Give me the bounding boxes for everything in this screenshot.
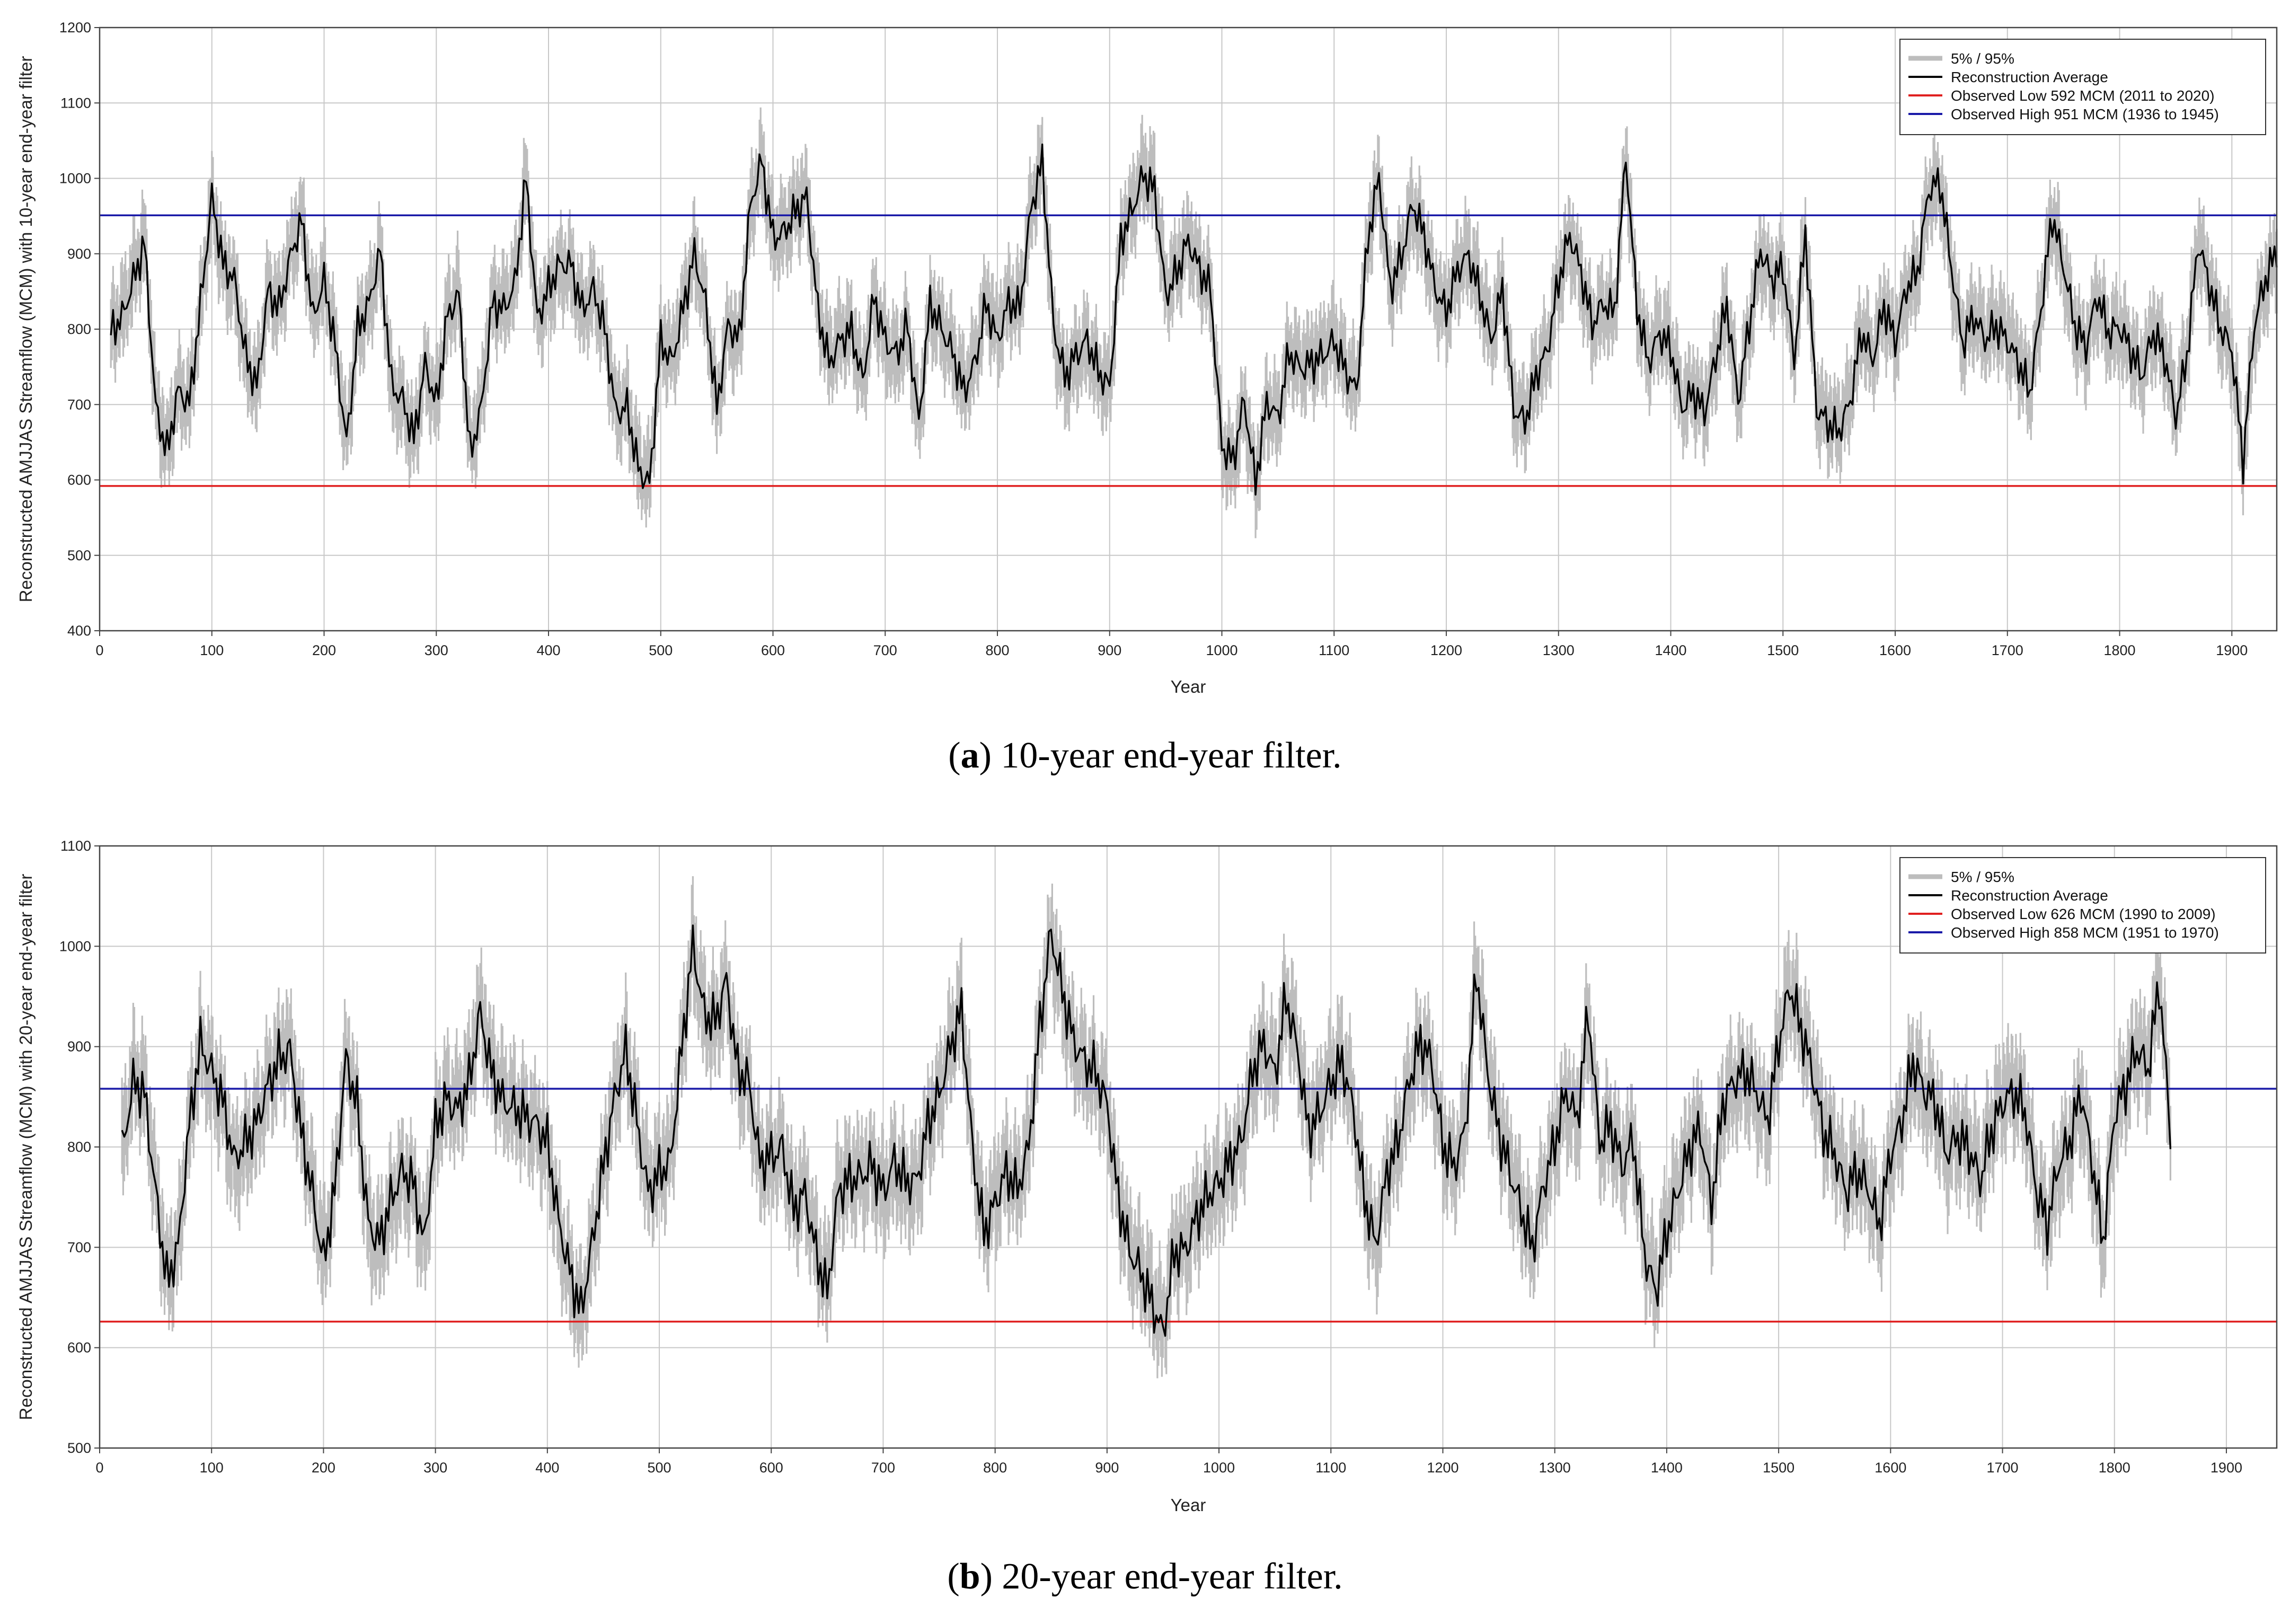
x-tick-label: 900 — [1095, 1460, 1119, 1476]
panel-b: 0 100 200 300 400 500 600 700 800 900 1000 1100 1200… — [16, 838, 2278, 1597]
x-tick-label: 200 — [312, 1460, 335, 1476]
reconstruction-average-line — [121, 924, 2172, 1337]
y-tick-label: 600 — [67, 1340, 91, 1356]
x-tick-label: 700 — [871, 1460, 895, 1476]
x-tick-label: 0 — [95, 642, 103, 658]
x-tick-label: 1900 — [2216, 642, 2248, 658]
panel-a-legend: 5% / 95% Reconstruction Average Observed L… — [1899, 39, 2266, 135]
y-tick-label: 700 — [67, 396, 91, 412]
legend-box — [1899, 857, 2266, 954]
panel-b-caption-label: b — [960, 1556, 980, 1597]
x-tick-label: 1500 — [1763, 1460, 1794, 1476]
y-tick-label: 900 — [67, 246, 91, 262]
x-tick-label: 1200 — [1430, 642, 1462, 658]
y-tick-label: 800 — [67, 321, 91, 337]
panel-a: 0 100 200 300 400 500 600 700 800 900 1000 1100 1200… — [0, 0, 2290, 795]
x-tick-label: 700 — [873, 642, 897, 658]
panel-a-y-axis-label: Reconstructed AMJJAS Streamflow (MCM) wi… — [16, 56, 36, 603]
x-tick-label: 1600 — [1875, 1460, 1906, 1476]
y-tick-label: 500 — [67, 1440, 91, 1456]
y-tick-label: 900 — [67, 1039, 91, 1055]
x-tick-label: 100 — [200, 642, 224, 658]
panel-a-caption: (a) 10-year end-year filter. — [948, 735, 1341, 776]
x-tick-label: 300 — [425, 642, 448, 658]
x-tick-label: 400 — [535, 1460, 559, 1476]
panel-b-reference-lines — [100, 1088, 2277, 1323]
x-tick-label: 1500 — [1767, 642, 1799, 658]
legend-label: Observed High 858 MCM (1951 to 1970) — [1951, 924, 2219, 941]
panel-b-x-axis-label: Year — [1171, 1495, 1206, 1515]
y-tick-label: 1000 — [59, 938, 91, 954]
x-tick-label: 600 — [761, 642, 785, 658]
x-tick-label: 1400 — [1655, 642, 1686, 658]
panel-b-x-ticks: 0 100 200 300 400 500 600 700 800 900 1000 1100 1200… — [95, 1448, 2242, 1476]
x-tick-label: 1900 — [2211, 1460, 2242, 1476]
x-tick-label: 800 — [985, 642, 1009, 658]
panel-a-reference-lines — [100, 214, 2277, 487]
x-tick-label: 1400 — [1651, 1460, 1683, 1476]
panel-b-caption: (b) 20-year end-year filter. — [947, 1556, 1342, 1597]
x-tick-label: 1300 — [1543, 642, 1575, 658]
legend-label: Reconstruction Average — [1951, 887, 2108, 904]
x-tick-label: 1100 — [1315, 1460, 1346, 1476]
x-tick-label: 1200 — [1427, 1460, 1458, 1476]
y-tick-label: 600 — [67, 472, 91, 488]
legend-label: 5% / 95% — [1951, 50, 2014, 67]
y-tick-label: 700 — [67, 1239, 91, 1255]
panel-b-caption-text: 20-year end-year filter. — [1002, 1556, 1342, 1597]
x-tick-label: 400 — [536, 642, 560, 658]
x-tick-label: 1800 — [2099, 1460, 2130, 1476]
panel-a-x-ticks: 0 100 200 300 400 500 600 700 800 900 1000 1100 1200… — [95, 631, 2248, 658]
panel-b-y-axis-label: Reconstructed AMJJAS Streamflow (MCM) wi… — [16, 874, 36, 1420]
x-tick-label: 500 — [649, 642, 673, 658]
x-tick-label: 1100 — [1319, 642, 1349, 658]
x-tick-label: 0 — [95, 1460, 103, 1476]
legend-label: Observed Low 592 MCM (2011 to 2020) — [1951, 87, 2215, 104]
reconstruction-average-line — [110, 143, 2278, 496]
x-tick-label: 1600 — [1879, 642, 1911, 658]
panel-a-x-axis-label: Year — [1171, 677, 1206, 696]
y-tick-label: 1100 — [60, 95, 91, 111]
x-tick-label: 300 — [423, 1460, 447, 1476]
legend-label: Observed High 951 MCM (1936 to 1945) — [1951, 106, 2219, 122]
x-tick-label: 200 — [312, 642, 336, 658]
y-tick-label: 1000 — [59, 171, 91, 187]
x-tick-label: 800 — [983, 1460, 1007, 1476]
x-tick-label: 1800 — [2104, 642, 2136, 658]
x-tick-label: 500 — [648, 1460, 671, 1476]
panel-b-legend: 5% / 95% Reconstruction Average Observed L… — [1899, 857, 2266, 954]
y-tick-label: 800 — [67, 1139, 91, 1155]
panel-a-reconstruction — [110, 143, 2278, 496]
panel-b-reconstruction — [121, 924, 2172, 1337]
y-tick-label: 1200 — [59, 20, 91, 36]
x-tick-label: 1000 — [1206, 642, 1237, 658]
x-tick-label: 1000 — [1203, 1460, 1235, 1476]
legend-label: 5% / 95% — [1951, 869, 2014, 885]
x-tick-label: 600 — [759, 1460, 783, 1476]
y-tick-label: 500 — [67, 548, 91, 563]
legend-label: Reconstruction Average — [1951, 69, 2108, 85]
x-tick-label: 100 — [200, 1460, 224, 1476]
x-tick-label: 1300 — [1539, 1460, 1571, 1476]
x-tick-label: 1700 — [1992, 642, 2023, 658]
panel-a-y-ticks: 400 500 600 700 800 900 1000 1100 1200 — [59, 20, 100, 639]
panel-b-y-ticks: 500 600 700 800 900 1000 1100 — [59, 838, 100, 1456]
legend-box — [1899, 39, 2266, 135]
legend-label: Observed Low 626 MCM (1990 to 2009) — [1951, 906, 2216, 922]
panel-a-caption-text: 10-year end-year filter. — [1001, 735, 1341, 776]
x-tick-label: 1700 — [1987, 1460, 2019, 1476]
y-tick-label: 1100 — [60, 838, 91, 854]
y-tick-label: 400 — [67, 623, 91, 639]
panel-a-caption-label: a — [961, 735, 979, 776]
x-tick-label: 900 — [1098, 642, 1121, 658]
